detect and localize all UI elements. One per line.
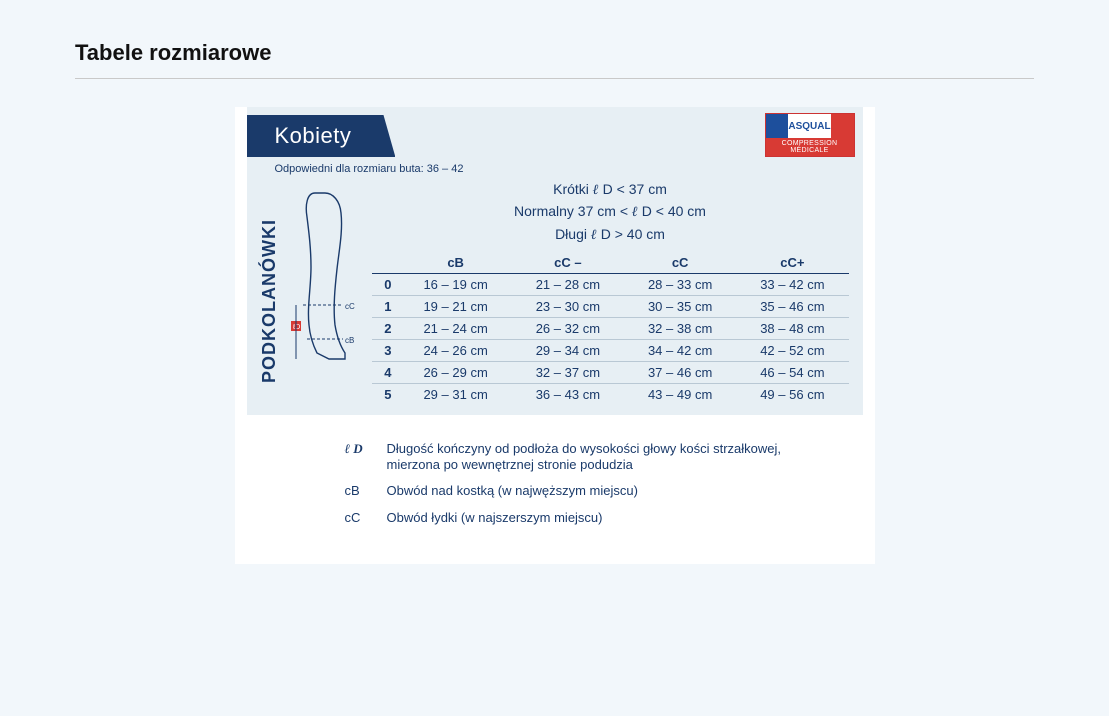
badge-stripe-blue xyxy=(766,114,789,138)
cell: 26 – 29 cm xyxy=(400,361,512,383)
table-body: 016 – 19 cm21 – 28 cm28 – 33 cm33 – 42 c… xyxy=(372,273,849,405)
badge-subtitle: COMPRESSION MÉDICALE xyxy=(766,138,854,156)
size-table: cB cC – cC cC+ 016 – 19 cm21 – 28 cm28 –… xyxy=(372,252,849,405)
cell: 46 – 54 cm xyxy=(736,361,848,383)
length-guide: Krótki ℓ D < 37 cm Normalny 37 cm < ℓ D … xyxy=(372,179,849,252)
table-row: 221 – 24 cm26 – 32 cm32 – 38 cm38 – 48 c… xyxy=(372,317,849,339)
legend: ℓ D Długość kończyny od podłoża do wysok… xyxy=(345,441,835,526)
badge-brand: ASQUAL xyxy=(788,114,830,138)
header-cc-minus: cC – xyxy=(512,252,624,274)
legend-row-ld: ℓ D Długość kończyny od podłoża do wysok… xyxy=(345,441,835,474)
row-index: 5 xyxy=(372,383,400,405)
header-cc: cC xyxy=(624,252,736,274)
legend-key-cb: cB xyxy=(345,483,373,498)
shoe-size-note: Odpowiedni dla rozmiaru buta: 36 – 42 xyxy=(247,157,863,179)
panel-body: PODKOLANÓWKI cC cB ℓD Krótki ℓ D < 37 cm xyxy=(247,179,863,405)
length-short-pre: Krótki xyxy=(553,181,593,197)
legend-key-ld-text: ℓ D xyxy=(345,441,363,456)
table-row: 324 – 26 cm29 – 34 cm34 – 42 cm42 – 52 c… xyxy=(372,339,849,361)
cell: 19 – 21 cm xyxy=(400,295,512,317)
row-index: 3 xyxy=(372,339,400,361)
table-row: 426 – 29 cm32 – 37 cm37 – 46 cm46 – 54 c… xyxy=(372,361,849,383)
length-normal-post: D < 40 cm xyxy=(638,203,706,219)
cell: 32 – 38 cm xyxy=(624,317,736,339)
legend-key-ld: ℓ D xyxy=(345,441,373,457)
table-row: 529 – 31 cm36 – 43 cm43 – 49 cm49 – 56 c… xyxy=(372,383,849,405)
header-cb: cB xyxy=(400,252,512,274)
legend-row-cc: cC Obwód łydki (w najszerszym miejscu) xyxy=(345,510,835,526)
cell: 35 – 46 cm xyxy=(736,295,848,317)
legend-text-cc: Obwód łydki (w najszerszym miejscu) xyxy=(387,510,603,526)
cell: 34 – 42 cm xyxy=(624,339,736,361)
cell: 29 – 31 cm xyxy=(400,383,512,405)
tab-women: Kobiety xyxy=(247,115,396,157)
legend-text-cb: Obwód nad kostką (w najwęższym miejscu) xyxy=(387,483,638,499)
legend-key-cc: cC xyxy=(345,510,373,525)
length-long-post: D > 40 cm xyxy=(597,226,665,242)
header-cc-plus: cC+ xyxy=(736,252,848,274)
divider xyxy=(75,78,1034,79)
cell: 36 – 43 cm xyxy=(512,383,624,405)
cell: 21 – 24 cm xyxy=(400,317,512,339)
cell: 16 – 19 cm xyxy=(400,273,512,295)
data-column: Krótki ℓ D < 37 cm Normalny 37 cm < ℓ D … xyxy=(372,179,863,405)
row-index: 4 xyxy=(372,361,400,383)
cell: 38 – 48 cm xyxy=(736,317,848,339)
row-index: 0 xyxy=(372,273,400,295)
legend-row-cb: cB Obwód nad kostką (w najwęższym miejsc… xyxy=(345,483,835,499)
row-index: 2 xyxy=(372,317,400,339)
cell: 28 – 33 cm xyxy=(624,273,736,295)
table-row: 016 – 19 cm21 – 28 cm28 – 33 cm33 – 42 c… xyxy=(372,273,849,295)
size-card: Kobiety ASQUAL COMPRESSION MÉDICALE Odpo… xyxy=(235,107,875,564)
cell: 30 – 35 cm xyxy=(624,295,736,317)
row-index: 1 xyxy=(372,295,400,317)
panel-header: Kobiety ASQUAL COMPRESSION MÉDICALE xyxy=(247,107,863,157)
cell: 42 – 52 cm xyxy=(736,339,848,361)
cell: 37 – 46 cm xyxy=(624,361,736,383)
cell: 21 – 28 cm xyxy=(512,273,624,295)
size-panel: Kobiety ASQUAL COMPRESSION MÉDICALE Odpo… xyxy=(247,107,863,415)
asqual-badge: ASQUAL COMPRESSION MÉDICALE xyxy=(765,113,855,157)
cell: 49 – 56 cm xyxy=(736,383,848,405)
leg-diagram: cC cB ℓD xyxy=(282,179,372,367)
cell: 33 – 42 cm xyxy=(736,273,848,295)
svg-text:cC: cC xyxy=(345,302,355,311)
svg-text:cB: cB xyxy=(345,336,354,345)
cell: 32 – 37 cm xyxy=(512,361,624,383)
table-header-row: cB cC – cC cC+ xyxy=(372,252,849,274)
cell: 23 – 30 cm xyxy=(512,295,624,317)
length-short-post: D < 37 cm xyxy=(599,181,667,197)
cell: 43 – 49 cm xyxy=(624,383,736,405)
header-blank xyxy=(372,252,400,274)
cell: 26 – 32 cm xyxy=(512,317,624,339)
product-type-label: PODKOLANÓWKI xyxy=(257,219,282,383)
length-normal-pre: Normalny 37 cm < xyxy=(514,203,632,219)
cell: 24 – 26 cm xyxy=(400,339,512,361)
table-row: 119 – 21 cm23 – 30 cm30 – 35 cm35 – 46 c… xyxy=(372,295,849,317)
badge-stripe-red xyxy=(831,114,854,138)
length-long-pre: Długi xyxy=(555,226,591,242)
cell: 29 – 34 cm xyxy=(512,339,624,361)
leg-icon: cC cB ℓD xyxy=(287,187,367,367)
legend-text-ld: Długość kończyny od podłoża do wysokości… xyxy=(387,441,835,474)
page-title: Tabele rozmiarowe xyxy=(75,40,1034,66)
